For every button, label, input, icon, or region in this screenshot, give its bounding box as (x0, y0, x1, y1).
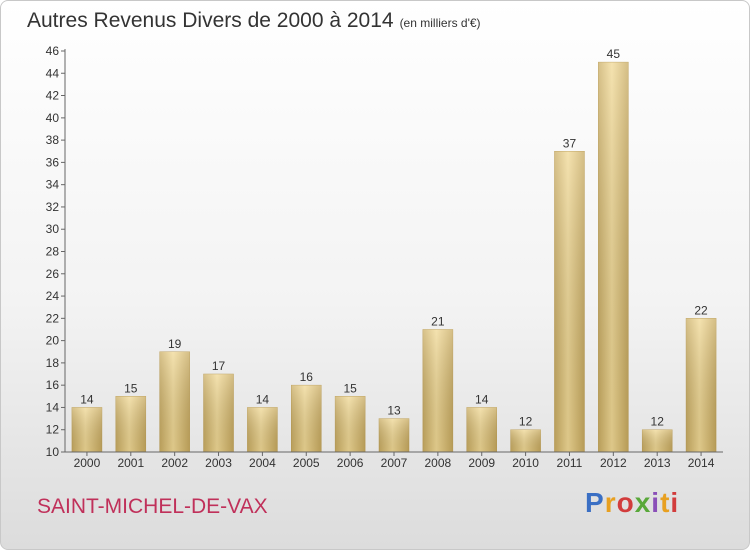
y-tick-label: 44 (46, 66, 60, 80)
data-label-2012: 45 (607, 47, 621, 61)
x-axis-ticks: 2000 2001 2002 2003 2004 2005 2006 2007 2008 2009… (74, 452, 715, 470)
chart-unit: (en milliers d'€) (399, 16, 481, 30)
bar-shade-2011 (554, 151, 585, 452)
y-tick-label: 46 (46, 44, 60, 58)
y-tick-label: 28 (46, 245, 60, 259)
bar-shade-2000 (71, 407, 102, 452)
data-label-2001: 15 (124, 381, 138, 395)
bar-shade-2012 (598, 62, 629, 453)
bar-shade-2007 (379, 418, 409, 452)
x-tick-label-2002: 2002 (161, 456, 188, 470)
data-label-2011: 37 (563, 136, 577, 150)
x-tick-label-2005: 2005 (293, 456, 320, 470)
y-tick-label: 14 (46, 400, 60, 414)
y-tick-label: 38 (46, 133, 60, 147)
x-tick-label-2001: 2001 (117, 456, 144, 470)
bars (71, 61, 717, 453)
data-label-2006: 15 (343, 381, 357, 395)
bar-shade-2010 (510, 429, 541, 452)
x-tick-label-2009: 2009 (468, 456, 495, 470)
data-label-2002: 19 (168, 337, 182, 351)
x-tick-label-2013: 2013 (644, 456, 671, 470)
y-tick-label: 30 (46, 222, 60, 236)
x-tick-label-2006: 2006 (337, 456, 364, 470)
commune-name: SAINT-MICHEL-DE-VAX (37, 495, 268, 518)
proxiti-logo[interactable]: Proxiti (585, 487, 680, 518)
x-tick-label-2003: 2003 (205, 456, 232, 470)
y-tick-label: 34 (46, 178, 60, 192)
y-tick-label: 36 (46, 155, 60, 169)
data-label-2004: 14 (256, 392, 270, 406)
bar-shade-2002 (159, 351, 190, 452)
y-tick-label: 10 (46, 445, 60, 459)
bar-shade-2001 (115, 396, 146, 452)
y-tick-label: 26 (46, 267, 60, 281)
data-label-2010: 12 (519, 415, 533, 429)
bar-shade-2014 (686, 318, 717, 452)
data-label-2007: 13 (387, 404, 401, 418)
data-label-2003: 17 (212, 359, 226, 373)
data-labels: 14 15 19 17 14 16 15 13 21 14 12 37 45 12 22 (80, 47, 708, 429)
y-tick-label: 16 (46, 378, 60, 392)
bar-shade-2009 (466, 407, 497, 452)
data-label-2008: 21 (431, 314, 445, 328)
x-tick-label-2007: 2007 (381, 456, 408, 470)
data-label-2005: 16 (300, 370, 314, 384)
y-tick-label: 42 (46, 89, 60, 103)
chart-title: Autres Revenus Divers de 2000 à 2014 (en … (27, 9, 481, 33)
x-tick-label-2000: 2000 (74, 456, 101, 470)
x-tick-label-2014: 2014 (688, 456, 715, 470)
bar-shade-2013 (642, 429, 673, 452)
data-label-2009: 14 (475, 392, 489, 406)
y-axis-ticks: 10 12 14 16 18 20 22 24 26 28 30 32 34 36 38 40 42 44 46 (46, 44, 65, 459)
bar-shade-2005 (291, 385, 322, 452)
bar-shade-2008 (422, 329, 453, 452)
bar-shade-2006 (335, 396, 366, 452)
y-tick-label: 12 (46, 423, 60, 437)
y-tick-label: 40 (46, 111, 60, 125)
bar-shade-2003 (203, 374, 234, 452)
data-label-2013: 12 (651, 415, 665, 429)
chart-title-text: Autres Revenus Divers de 2000 à 2014 (27, 9, 394, 32)
y-tick-label: 22 (46, 311, 60, 325)
y-tick-label: 32 (46, 200, 60, 214)
x-tick-label-2012: 2012 (600, 456, 627, 470)
y-tick-label: 18 (46, 356, 60, 370)
data-label-2014: 22 (694, 303, 708, 317)
x-tick-label-2010: 2010 (512, 456, 539, 470)
x-tick-label-2004: 2004 (249, 456, 276, 470)
x-tick-label-2011: 2011 (557, 456, 583, 470)
y-tick-label: 24 (46, 289, 60, 303)
bar-shade-2004 (247, 407, 278, 452)
x-tick-label-2008: 2008 (425, 456, 452, 470)
data-label-2000: 14 (80, 392, 94, 406)
y-tick-label: 20 (46, 334, 60, 348)
